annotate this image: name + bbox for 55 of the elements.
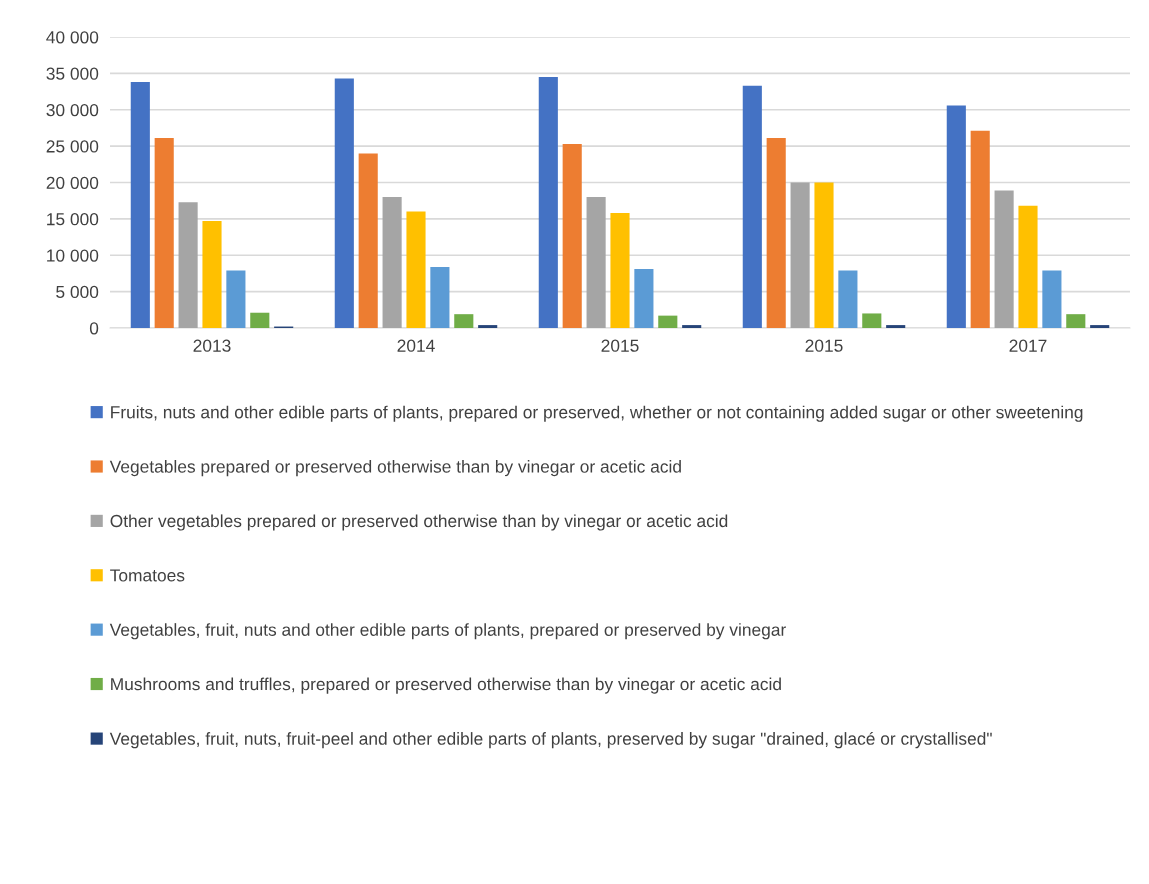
legend-label: Tomatoes [110,569,185,582]
bar [1090,325,1110,328]
y-tick-label: 5 000 [56,285,99,299]
bar [586,197,606,328]
bar [766,138,786,328]
y-tick-label: 10 000 [47,249,99,262]
bar [454,314,474,328]
bar [430,266,450,328]
bar [250,312,270,328]
bar [742,85,762,328]
bar [946,105,966,328]
bar [358,153,378,328]
legend-label: Fruits, nuts and other edible parts of plants, prepared or preserved, whether or not containing added sugar or other sweetening [111,405,1083,422]
y-tick-label: 25 000 [46,140,99,153]
legend-label: Vegetables prepared or preserved otherwise than by vinegar or acetic acid [109,460,681,477]
bar [814,182,834,328]
x-tick-label: 2017 [1009,339,1047,352]
bar [478,325,498,328]
bar [538,77,558,328]
bar [610,213,630,328]
bar [154,138,174,328]
legend-label: Vegetables, fruit, nuts, fruit-peel and other edible parts of plants, preserved by sugar "drained, glacé or crystallised" [109,731,992,749]
bar [1042,270,1062,328]
bar [838,270,858,328]
bar [382,197,402,328]
legend-label: Vegetables, fruit, nuts and other edible parts of plants, prepared or preserved by vinegar [109,623,786,640]
bar [226,270,246,328]
bar [1066,314,1086,328]
bar [562,143,582,328]
bar [658,315,678,328]
y-tick-label: 0 [89,322,99,335]
legend-label: Other vegetables prepared or preserved otherwise than by vinegar or acetic acid [110,514,728,531]
bar [1018,205,1038,328]
bar [406,211,426,328]
bar [682,325,702,328]
y-tick-label: 15 000 [47,213,99,226]
bar [178,202,198,328]
y-tick-label: 35 000 [46,67,99,80]
x-tick-label: 2014 [397,339,435,352]
bar [634,269,654,328]
bar [994,190,1014,328]
y-tick-label: 20 000 [46,176,99,189]
bar [886,325,906,328]
y-tick-label: 40 000 [46,31,99,44]
bar [790,182,810,328]
bar [970,130,990,328]
bar [130,82,150,328]
bar [862,313,882,328]
x-tick-label: 2015 [805,339,843,352]
x-tick-label: 2015 [601,339,639,352]
x-tick-label: 2013 [193,339,231,352]
bar [202,221,222,328]
legend-label: Mushrooms and truffles, prepared or preserved otherwise than by vinegar or acetic acid [111,677,781,694]
y-tick-label: 30 000 [46,103,99,117]
bar [334,78,354,328]
